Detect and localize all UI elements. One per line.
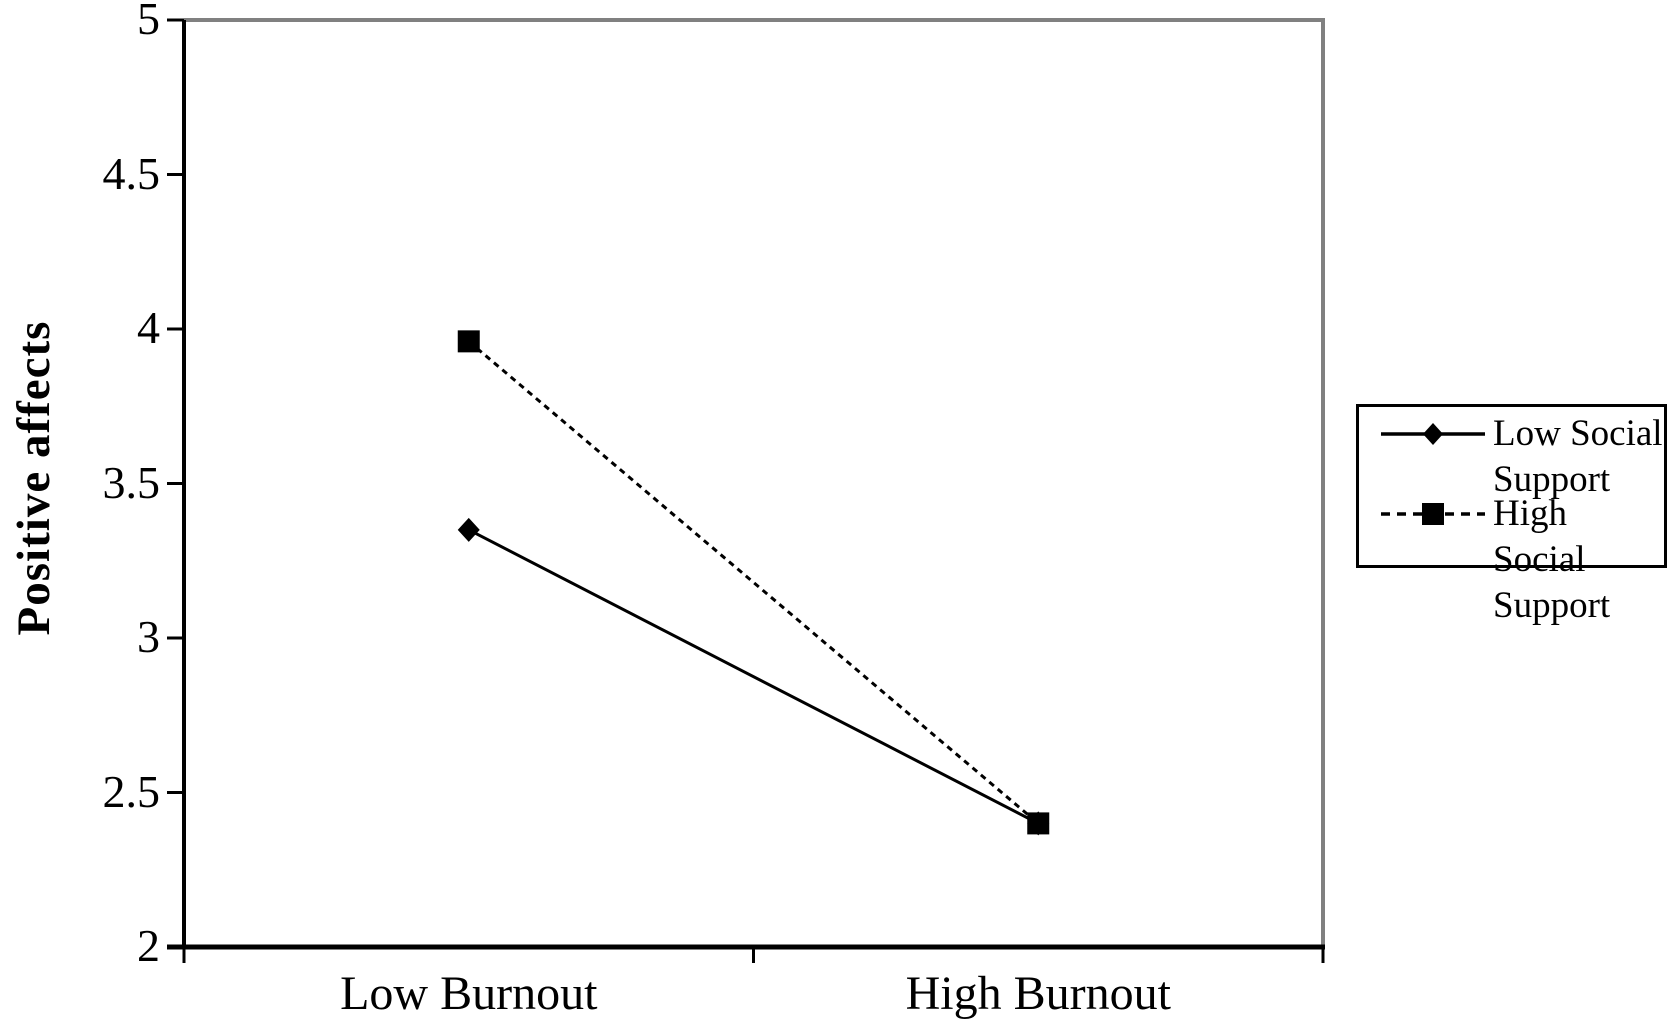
x-category-label: High Burnout — [905, 967, 1171, 1020]
legend-label: Low Social Support — [1493, 413, 1663, 500]
y-tick-label: 4 — [137, 302, 160, 353]
legend-label: High Social Support — [1493, 493, 1611, 626]
legend-box: Low Social Support High Social Support — [1356, 404, 1667, 626]
square-marker-icon — [1422, 503, 1444, 525]
diamond-marker-icon — [1423, 423, 1443, 445]
diamond-marker — [457, 517, 480, 542]
y-tick-label: 4.5 — [102, 147, 161, 199]
y-tick-label: 2 — [137, 920, 160, 971]
legend-entry-high-social-support: High Social Support — [1359, 491, 1664, 629]
y-tick-label: 5 — [137, 0, 160, 44]
dashed-line-square-marker-icon — [1381, 503, 1485, 525]
series-line-high-social-support — [467, 340, 1040, 825]
y-tick-label: 3.5 — [102, 456, 161, 508]
legend-entry-low-social-support: Low Social Support — [1359, 411, 1664, 503]
x-category-label: Low Burnout — [340, 967, 598, 1020]
y-tick-label: 2.5 — [102, 765, 161, 817]
square-marker — [1027, 812, 1050, 835]
series-line-low-social-support — [468, 528, 1039, 825]
solid-line-diamond-marker-icon — [1381, 423, 1485, 445]
y-tick-label: 3 — [137, 611, 160, 662]
square-marker — [457, 330, 480, 353]
